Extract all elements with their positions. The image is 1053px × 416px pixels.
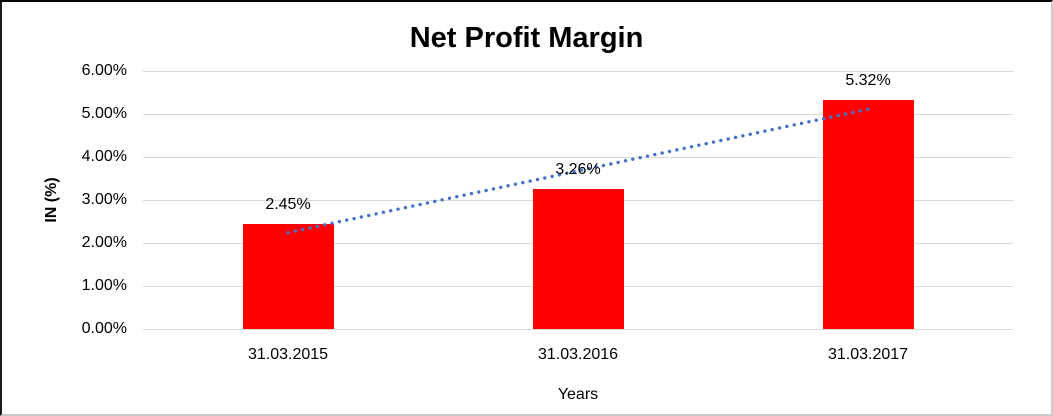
gridline [143,328,1013,330]
bar-data-label: 3.26% [555,160,601,178]
trendline [286,107,870,235]
gridline [143,156,1013,158]
bar-31.03.2017 [822,100,914,329]
y-tick-label: 4.00% [81,148,127,165]
y-tick-label: 3.00% [81,191,127,208]
bar-data-label: 5.32% [845,72,891,90]
chart-title: Net Profit Margin [409,22,644,54]
y-tick-label: 0.00% [81,320,127,337]
bar-31.03.2016 [532,188,624,329]
x-tick-label: 31.03.2015 [247,346,329,363]
x-axis-title: Years [557,386,599,403]
x-tick-label: 31.03.2017 [827,346,909,363]
y-tick-label: 2.00% [81,234,127,251]
gridline [143,113,1013,115]
y-tick-label: 1.00% [81,277,127,294]
bar-31.03.2015 [242,223,334,329]
y-tick-label: 6.00% [81,62,127,79]
bar-data-label: 2.45% [265,195,311,213]
plot-area: 2.45% 3.26% 5.32% [143,70,1013,330]
trendline-dotted [286,107,870,235]
y-tick-label: 5.00% [81,105,127,122]
x-tick-label: 31.03.2016 [537,346,619,363]
gridline [143,70,1013,72]
